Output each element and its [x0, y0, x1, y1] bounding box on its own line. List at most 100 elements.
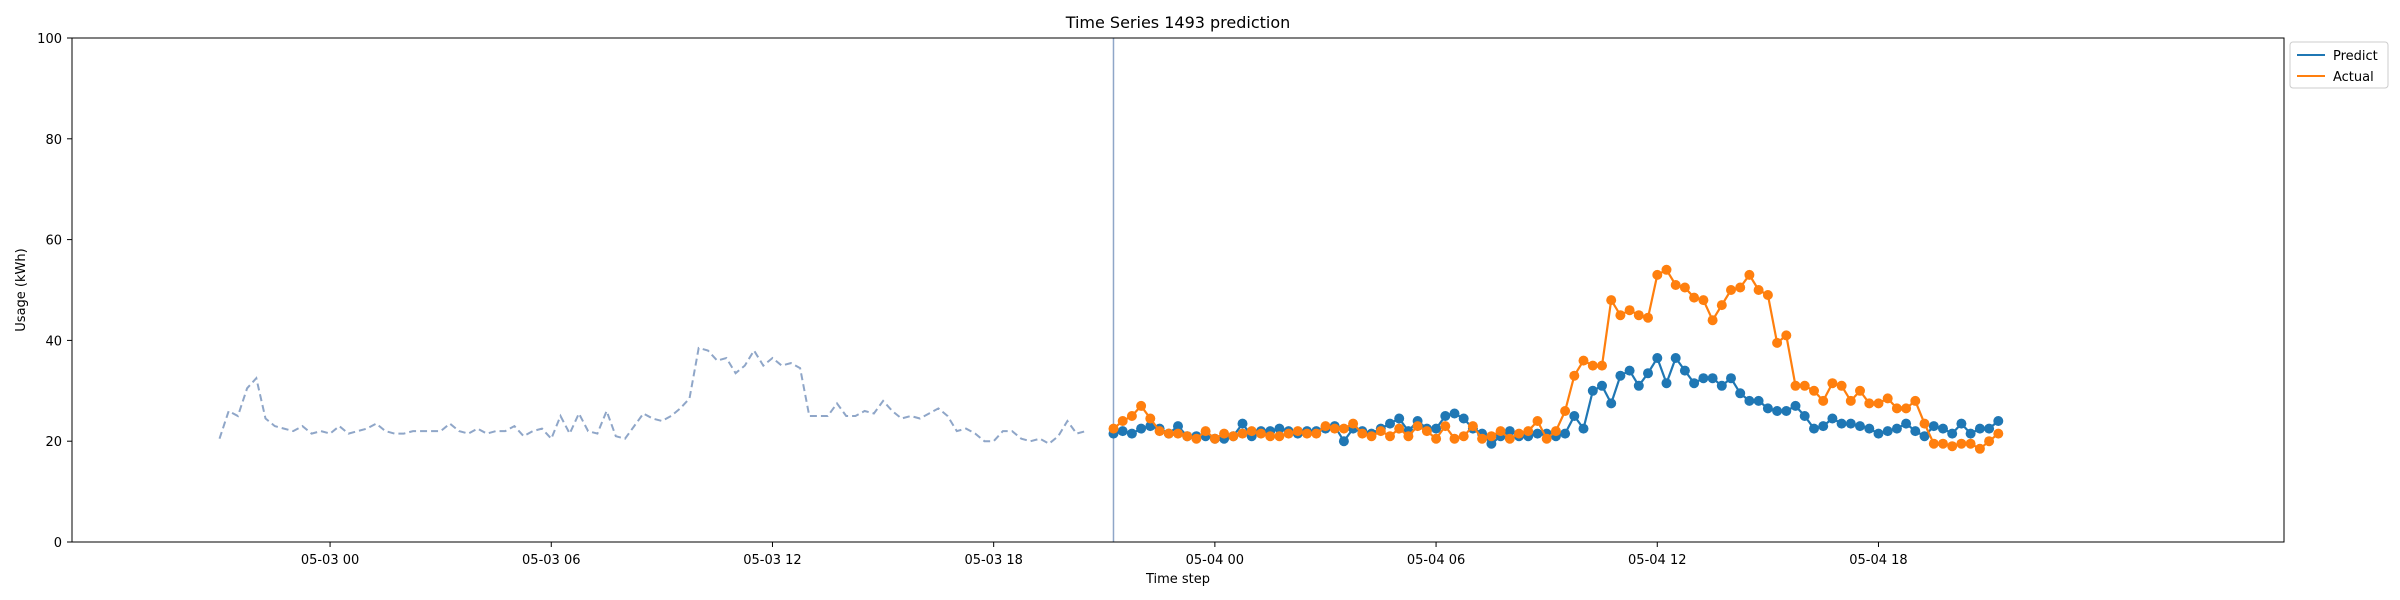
actual-point	[1348, 418, 1359, 429]
plot-area	[218, 38, 2004, 542]
actual-point	[1901, 403, 1912, 414]
actual-point	[1910, 395, 1921, 406]
predict-point	[1818, 421, 1829, 432]
x-tick-label: 05-03 06	[522, 553, 580, 568]
predict-point	[1338, 436, 1349, 447]
predict-point	[1855, 421, 1865, 432]
predict-point	[1993, 416, 2004, 426]
actual-point	[1486, 431, 1497, 442]
actual-point	[1449, 433, 1460, 444]
actual-point	[1643, 312, 1653, 323]
actual-point	[1882, 393, 1893, 404]
actual-point	[1845, 395, 1856, 406]
y-tick-label: 0	[54, 536, 62, 551]
actual-point	[1633, 310, 1644, 321]
predict-point	[1578, 423, 1589, 434]
actual-point	[1670, 280, 1681, 290]
predict-point	[1956, 418, 1967, 429]
actual-point	[1790, 380, 1801, 391]
actual-point	[1514, 428, 1524, 439]
actual-point	[1357, 428, 1368, 439]
predict-point	[1560, 428, 1571, 439]
y-tick-label: 20	[45, 435, 62, 450]
predict-point	[1689, 378, 1700, 389]
predict-point	[1974, 423, 1985, 434]
predict-point	[1606, 398, 1617, 409]
y-tick-label: 80	[45, 133, 62, 148]
x-tick-label: 05-03 00	[301, 553, 359, 568]
actual-point	[1292, 426, 1303, 437]
predict-point	[1910, 426, 1921, 437]
actual-point	[1237, 428, 1248, 439]
actual-point	[1560, 406, 1571, 416]
actual-point	[1412, 421, 1423, 432]
actual-point	[1928, 438, 1939, 449]
actual-point	[1726, 285, 1736, 295]
actual-point	[1200, 426, 1211, 437]
predict-point	[1458, 413, 1469, 424]
actual-point	[1421, 426, 1432, 437]
actual-point	[1993, 428, 2004, 439]
predict-point	[1615, 370, 1626, 381]
actual-point	[1753, 285, 1764, 295]
predict-point	[1938, 423, 1948, 434]
predict-point	[1707, 373, 1718, 384]
legend-label-actual: Actual	[2333, 70, 2374, 85]
history-line	[218, 346, 1087, 445]
actual-point	[1440, 421, 1451, 432]
predict-point	[1237, 418, 1248, 429]
actual-point	[1126, 411, 1137, 421]
predict-point	[1643, 368, 1653, 379]
predict-point	[1864, 423, 1875, 434]
actual-point	[1864, 398, 1875, 409]
predict-point	[1882, 426, 1893, 437]
actual-point	[1154, 426, 1165, 437]
predict-point	[1126, 428, 1137, 439]
actual-point	[1947, 441, 1958, 452]
actual-point	[1956, 438, 1967, 449]
actual-point	[1467, 421, 1478, 432]
actual-point	[1108, 423, 1119, 434]
actual-point	[1366, 431, 1377, 442]
predict-point	[1790, 400, 1801, 411]
actual-point	[1495, 426, 1506, 437]
actual-point	[1375, 426, 1386, 437]
actual-point	[1855, 385, 1865, 396]
actual-point	[1873, 398, 1884, 409]
predict-point	[1947, 428, 1958, 439]
actual-point	[1606, 295, 1617, 306]
predict-point	[1486, 438, 1497, 449]
actual-point	[1965, 438, 1976, 449]
predict-point	[1587, 385, 1598, 396]
predict-point	[1873, 428, 1884, 439]
axis-ticks: 0 20 40 60 80 100 05-03 00 05-03 06 05-03 12 05-0…	[37, 32, 1908, 568]
predict-point	[1661, 378, 1672, 389]
predict-point	[1809, 423, 1819, 434]
predict-point	[1965, 428, 1976, 439]
predict-point	[1716, 380, 1727, 391]
actual-point	[1689, 292, 1700, 303]
predict-point	[1762, 403, 1773, 414]
actual-point	[1707, 315, 1718, 326]
predict-point	[1744, 395, 1755, 406]
actual-point	[1652, 269, 1663, 280]
actual-point	[1938, 438, 1948, 449]
actual-point	[1541, 433, 1552, 444]
predict-point	[1772, 406, 1783, 416]
actual-point	[1117, 416, 1128, 426]
actual-point	[1550, 426, 1561, 437]
y-axis-title: Usage (kWh)	[14, 248, 29, 331]
actual-point	[1311, 428, 1322, 439]
actual-point	[1891, 403, 1902, 414]
actual-point	[1256, 428, 1266, 439]
actual-point	[1735, 282, 1746, 293]
predict-point	[1891, 423, 1902, 434]
predict-point	[1274, 423, 1285, 434]
actual-point	[1532, 416, 1543, 426]
actual-point	[1320, 421, 1331, 432]
predict-point	[1431, 423, 1442, 434]
actual-point	[1385, 431, 1395, 442]
actual-point	[1329, 423, 1340, 434]
predict-point	[1799, 411, 1810, 421]
